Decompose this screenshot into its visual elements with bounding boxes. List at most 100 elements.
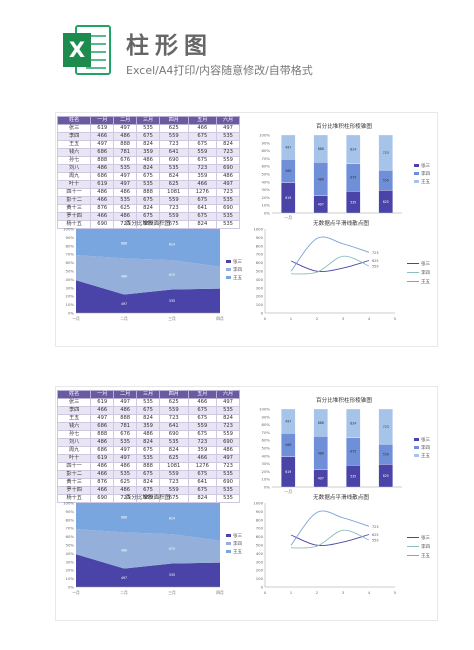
table-cell: 625 [158,124,189,133]
table-cell: 彭十二 [56,470,92,479]
table-cell: 497 [113,398,138,407]
legend-label: 李四 [233,266,242,273]
legend-label: 张三 [233,532,242,539]
y-tick-label: 800 [256,517,264,522]
table-cell: 四十一 [56,188,92,197]
table-cell: 孙七 [56,430,92,439]
column-header: 二月 [113,390,138,399]
table-cell: 559 [187,148,218,157]
line-series [290,236,370,272]
table-cell: 675 [136,132,160,141]
legend-label: 王五 [421,453,430,459]
table-row: 彭十二 466 535 675 559 675 535 [56,196,240,205]
table-cell: 叶十 [56,454,92,463]
table-cell: 497 [113,124,138,133]
column-header: 六月 [216,390,240,399]
table-row: 周九 686 497 675 824 359 486 [56,446,240,455]
table-cell: 641 [158,422,189,431]
column-header: 三月 [136,390,160,399]
page-header: X 柱形图 Excel/A4打印/内容随意修改/自带格式 [0,0,474,88]
table-cell: 824 [136,140,160,149]
y-tick-label: 70% [262,430,271,435]
table-cell: 1081 [158,188,189,197]
y-tick-label: 40% [262,179,271,184]
table-cell: 486 [90,164,115,173]
table-cell: 625 [158,180,189,189]
legend-swatch [414,438,419,441]
area-series [76,255,220,295]
y-tick-label: 30% [66,285,75,290]
y-tick-label: 60% [262,164,271,169]
table-cell: 619 [90,180,115,189]
table-cell: 690 [216,204,240,213]
y-tick-label: 20% [262,469,271,474]
table-cell: 486 [216,172,240,181]
data-label: 559 [383,452,389,456]
y-tick-label: 0% [68,311,74,316]
table-cell: 559 [158,132,189,141]
y-tick-label: 300 [256,285,264,290]
chart-title: 百分比堆积面积图 [126,219,171,227]
data-label: 497 [318,203,324,207]
table-cell: 486 [90,188,115,197]
x-tick-label: 1 [290,590,293,595]
table-cell: 周九 [56,446,92,455]
data-label: 466 [285,443,291,447]
stacked-area-chart: 百分比堆积面积图 0% 10% 20% 30% 40% 50% 60% 70% 80% 90% 100… [63,219,242,321]
y-tick-label: 500 [256,269,264,274]
table-cell: 888 [136,188,160,197]
y-tick-label: 900 [256,509,264,514]
table-cell: 535 [136,124,160,133]
table-cell: 535 [136,180,160,189]
table-cell: 535 [216,406,240,415]
y-tick-label: 0% [264,485,270,490]
table-row: 四十一 486 486 888 1081 1276 723 [56,188,240,197]
table-cell: 676 [113,430,138,439]
data-label: 824 [169,517,175,521]
table-cell: 723 [187,438,218,447]
table-cell: 359 [187,172,218,181]
table-cell: 466 [187,454,218,463]
y-tick-label: 80% [262,148,271,153]
table-cell: 黄十三 [56,478,92,487]
legend-swatch [414,454,419,457]
table-cell: 杨十五 [56,220,92,229]
table-row: 张三 619 497 535 625 466 497 [56,124,240,133]
data-label: 486 [121,548,127,552]
y-tick-label: 10% [262,203,271,208]
data-label: 723 [383,425,389,429]
table-row: 李四 466 486 675 559 675 535 [56,406,240,415]
table-cell: 619 [90,124,115,133]
table-cell: 559 [136,220,160,229]
data-label: 888 [318,421,324,425]
table-cell: 686 [90,446,115,455]
column-header: 姓名 [56,116,92,125]
table-cell: 486 [136,156,160,165]
table-cell: 497 [90,140,115,149]
bar-segment [346,408,361,439]
spreadsheet-preview-1: 姓名 一月 二月 三月 四月 五月 六月 张三 619 497 535 625 466 497 李四 466 4… [55,112,438,347]
table-cell: 497 [90,414,115,423]
line-series [290,510,370,546]
table-cell: 888 [136,462,160,471]
table-cell: 675 [187,406,218,415]
legend-label: 张三 [233,258,242,265]
y-tick-label: 0 [261,311,264,316]
y-tick-label: 90% [262,414,271,419]
table-cell: 535 [113,438,138,447]
table-cell: 723 [216,422,240,431]
chart-title: 百分比堆积面积图 [126,493,171,501]
table-cell: 497 [113,454,138,463]
y-tick-label: 400 [256,277,264,282]
chart-title: 百分比堆积柱形棱锥图 [316,122,372,130]
column-header: 四月 [158,116,189,125]
table-row: 孙七 888 676 486 690 675 559 [56,156,240,165]
table-cell: 535 [216,470,240,479]
legend-label: 王五 [233,549,242,555]
data-label: 619 [285,196,291,200]
y-tick-label: 100% [63,227,74,232]
legend-label: 李四 [421,269,430,276]
chart-title: 百分比堆积柱形棱锥图 [316,396,372,404]
table-cell: 619 [90,454,115,463]
table-row: 罗十四 466 486 675 559 675 535 [56,486,240,495]
